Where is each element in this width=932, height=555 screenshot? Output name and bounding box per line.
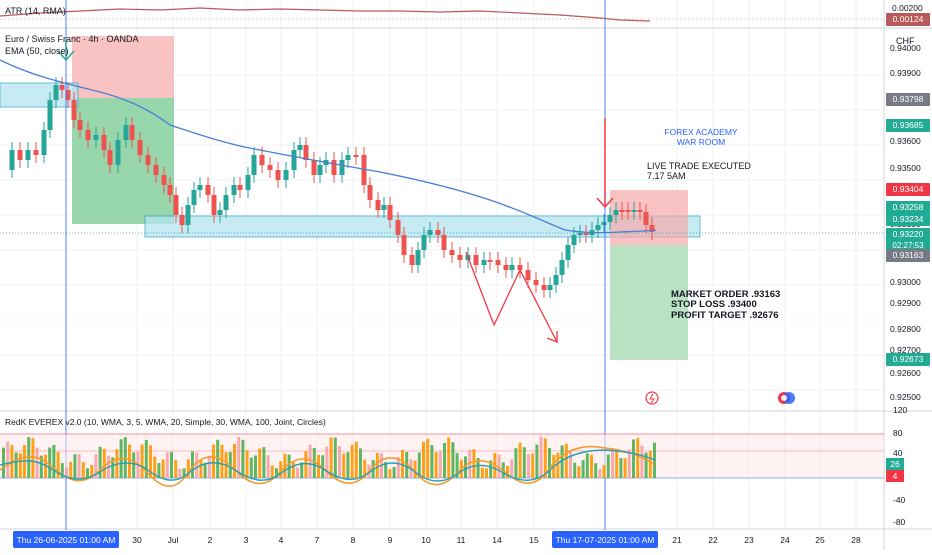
stop-loss-box-left[interactable]: [72, 36, 174, 98]
academy-line-2[interactable]: WAR ROOM: [677, 137, 725, 147]
alert-icon[interactable]: [645, 391, 659, 405]
order-line-1[interactable]: MARKET ORDER .93163: [671, 289, 780, 300]
stop-loss-box-right[interactable]: [610, 190, 688, 245]
svg-text:0.93163: 0.93163: [893, 250, 924, 260]
order-line-2[interactable]: STOP LOSS .93400: [671, 299, 757, 310]
svg-text:4: 4: [279, 535, 284, 545]
entry-arrow-red[interactable]: [596, 118, 614, 209]
atr-line: [0, 7, 651, 22]
projection-zigzag[interactable]: [465, 251, 558, 343]
ema-label[interactable]: EMA (50, close): [5, 46, 69, 56]
svg-text:0.93798: 0.93798: [893, 94, 924, 104]
academy-line-1[interactable]: FOREX ACADEMY: [664, 127, 738, 137]
zone-left[interactable]: [0, 82, 79, 108]
svg-text:Thu 26-06-2025 01:00 AM: Thu 26-06-2025 01:00 AM: [17, 535, 116, 545]
svg-text:0.00124: 0.00124: [893, 14, 924, 24]
everex-label[interactable]: RedK EVEREX v2.0 (10, WMA, 3, 5, WMA, 20…: [5, 417, 326, 427]
svg-text:0.92700: 0.92700: [890, 345, 921, 355]
event-marker-icon[interactable]: [778, 392, 795, 404]
svg-text:-80: -80: [893, 517, 906, 527]
svg-text:0.93600: 0.93600: [890, 136, 921, 146]
price-axis[interactable]: 0.940000.939000.936000.935000.933000.930…: [886, 43, 930, 402]
svg-text:11: 11: [457, 535, 466, 545]
svg-text:0.93258: 0.93258: [893, 202, 924, 212]
svg-text:23: 23: [744, 535, 754, 545]
svg-text:0.93685: 0.93685: [893, 120, 924, 130]
svg-text:0.93404: 0.93404: [893, 184, 924, 194]
svg-text:Jul: Jul: [168, 535, 179, 545]
svg-text:3: 3: [244, 535, 249, 545]
svg-text:0.92800: 0.92800: [890, 324, 921, 334]
indicator-axis[interactable]: 120 80 40 -40 -80 26 4: [886, 405, 907, 527]
svg-text:30: 30: [132, 535, 142, 545]
order-line-3[interactable]: PROFIT TARGET .92676: [671, 310, 779, 321]
svg-text:0.92600: 0.92600: [890, 368, 921, 378]
trade-executed-line-1[interactable]: LIVE TRADE EXECUTED: [647, 161, 751, 171]
take-profit-box-right[interactable]: [610, 245, 688, 360]
svg-text:22: 22: [708, 535, 718, 545]
svg-text:4: 4: [893, 471, 898, 481]
currency-label[interactable]: CHF: [896, 36, 915, 46]
svg-text:28: 28: [851, 535, 861, 545]
svg-text:10: 10: [421, 535, 431, 545]
svg-text:02:27:53: 02:27:53: [892, 241, 924, 250]
svg-text:24: 24: [780, 535, 790, 545]
svg-text:8: 8: [351, 535, 356, 545]
atr-label[interactable]: ATR (14, RMA): [5, 6, 66, 16]
svg-text:15: 15: [529, 535, 539, 545]
svg-text:21: 21: [672, 535, 682, 545]
svg-text:0.00200: 0.00200: [892, 3, 923, 13]
svg-text:120: 120: [893, 405, 907, 415]
trade-executed-line-2[interactable]: 7.17 5AM: [647, 171, 686, 181]
svg-text:-40: -40: [893, 495, 906, 505]
symbol-title[interactable]: Euro / Swiss Franc · 4h · OANDA: [5, 34, 139, 44]
svg-text:80: 80: [893, 428, 903, 438]
svg-text:14: 14: [492, 535, 502, 545]
svg-text:Thu 17-07-2025 01:00 AM: Thu 17-07-2025 01:00 AM: [556, 535, 655, 545]
candles: [9, 77, 655, 298]
svg-text:0.92673: 0.92673: [893, 354, 924, 364]
svg-text:25: 25: [815, 535, 825, 545]
svg-text:7: 7: [315, 535, 320, 545]
svg-text:0.94000: 0.94000: [890, 43, 921, 53]
svg-text:0.92500: 0.92500: [890, 392, 921, 402]
svg-text:2: 2: [208, 535, 213, 545]
take-profit-box-left[interactable]: [72, 98, 174, 224]
ema-line: [0, 59, 657, 234]
svg-text:0.93500: 0.93500: [890, 163, 921, 173]
svg-text:0.93000: 0.93000: [890, 277, 921, 287]
svg-text:40: 40: [893, 448, 903, 458]
svg-text:0.92900: 0.92900: [890, 298, 921, 308]
svg-text:0.93234: 0.93234: [893, 214, 924, 224]
svg-text:26: 26: [890, 459, 900, 469]
entry-arrow-green[interactable]: [57, 40, 75, 62]
everex-slow-line: [0, 449, 656, 482]
projection-arrowhead: [546, 331, 558, 343]
svg-text:9: 9: [388, 535, 393, 545]
svg-text:0.93220: 0.93220: [893, 229, 924, 239]
svg-text:0.93900: 0.93900: [890, 68, 921, 78]
